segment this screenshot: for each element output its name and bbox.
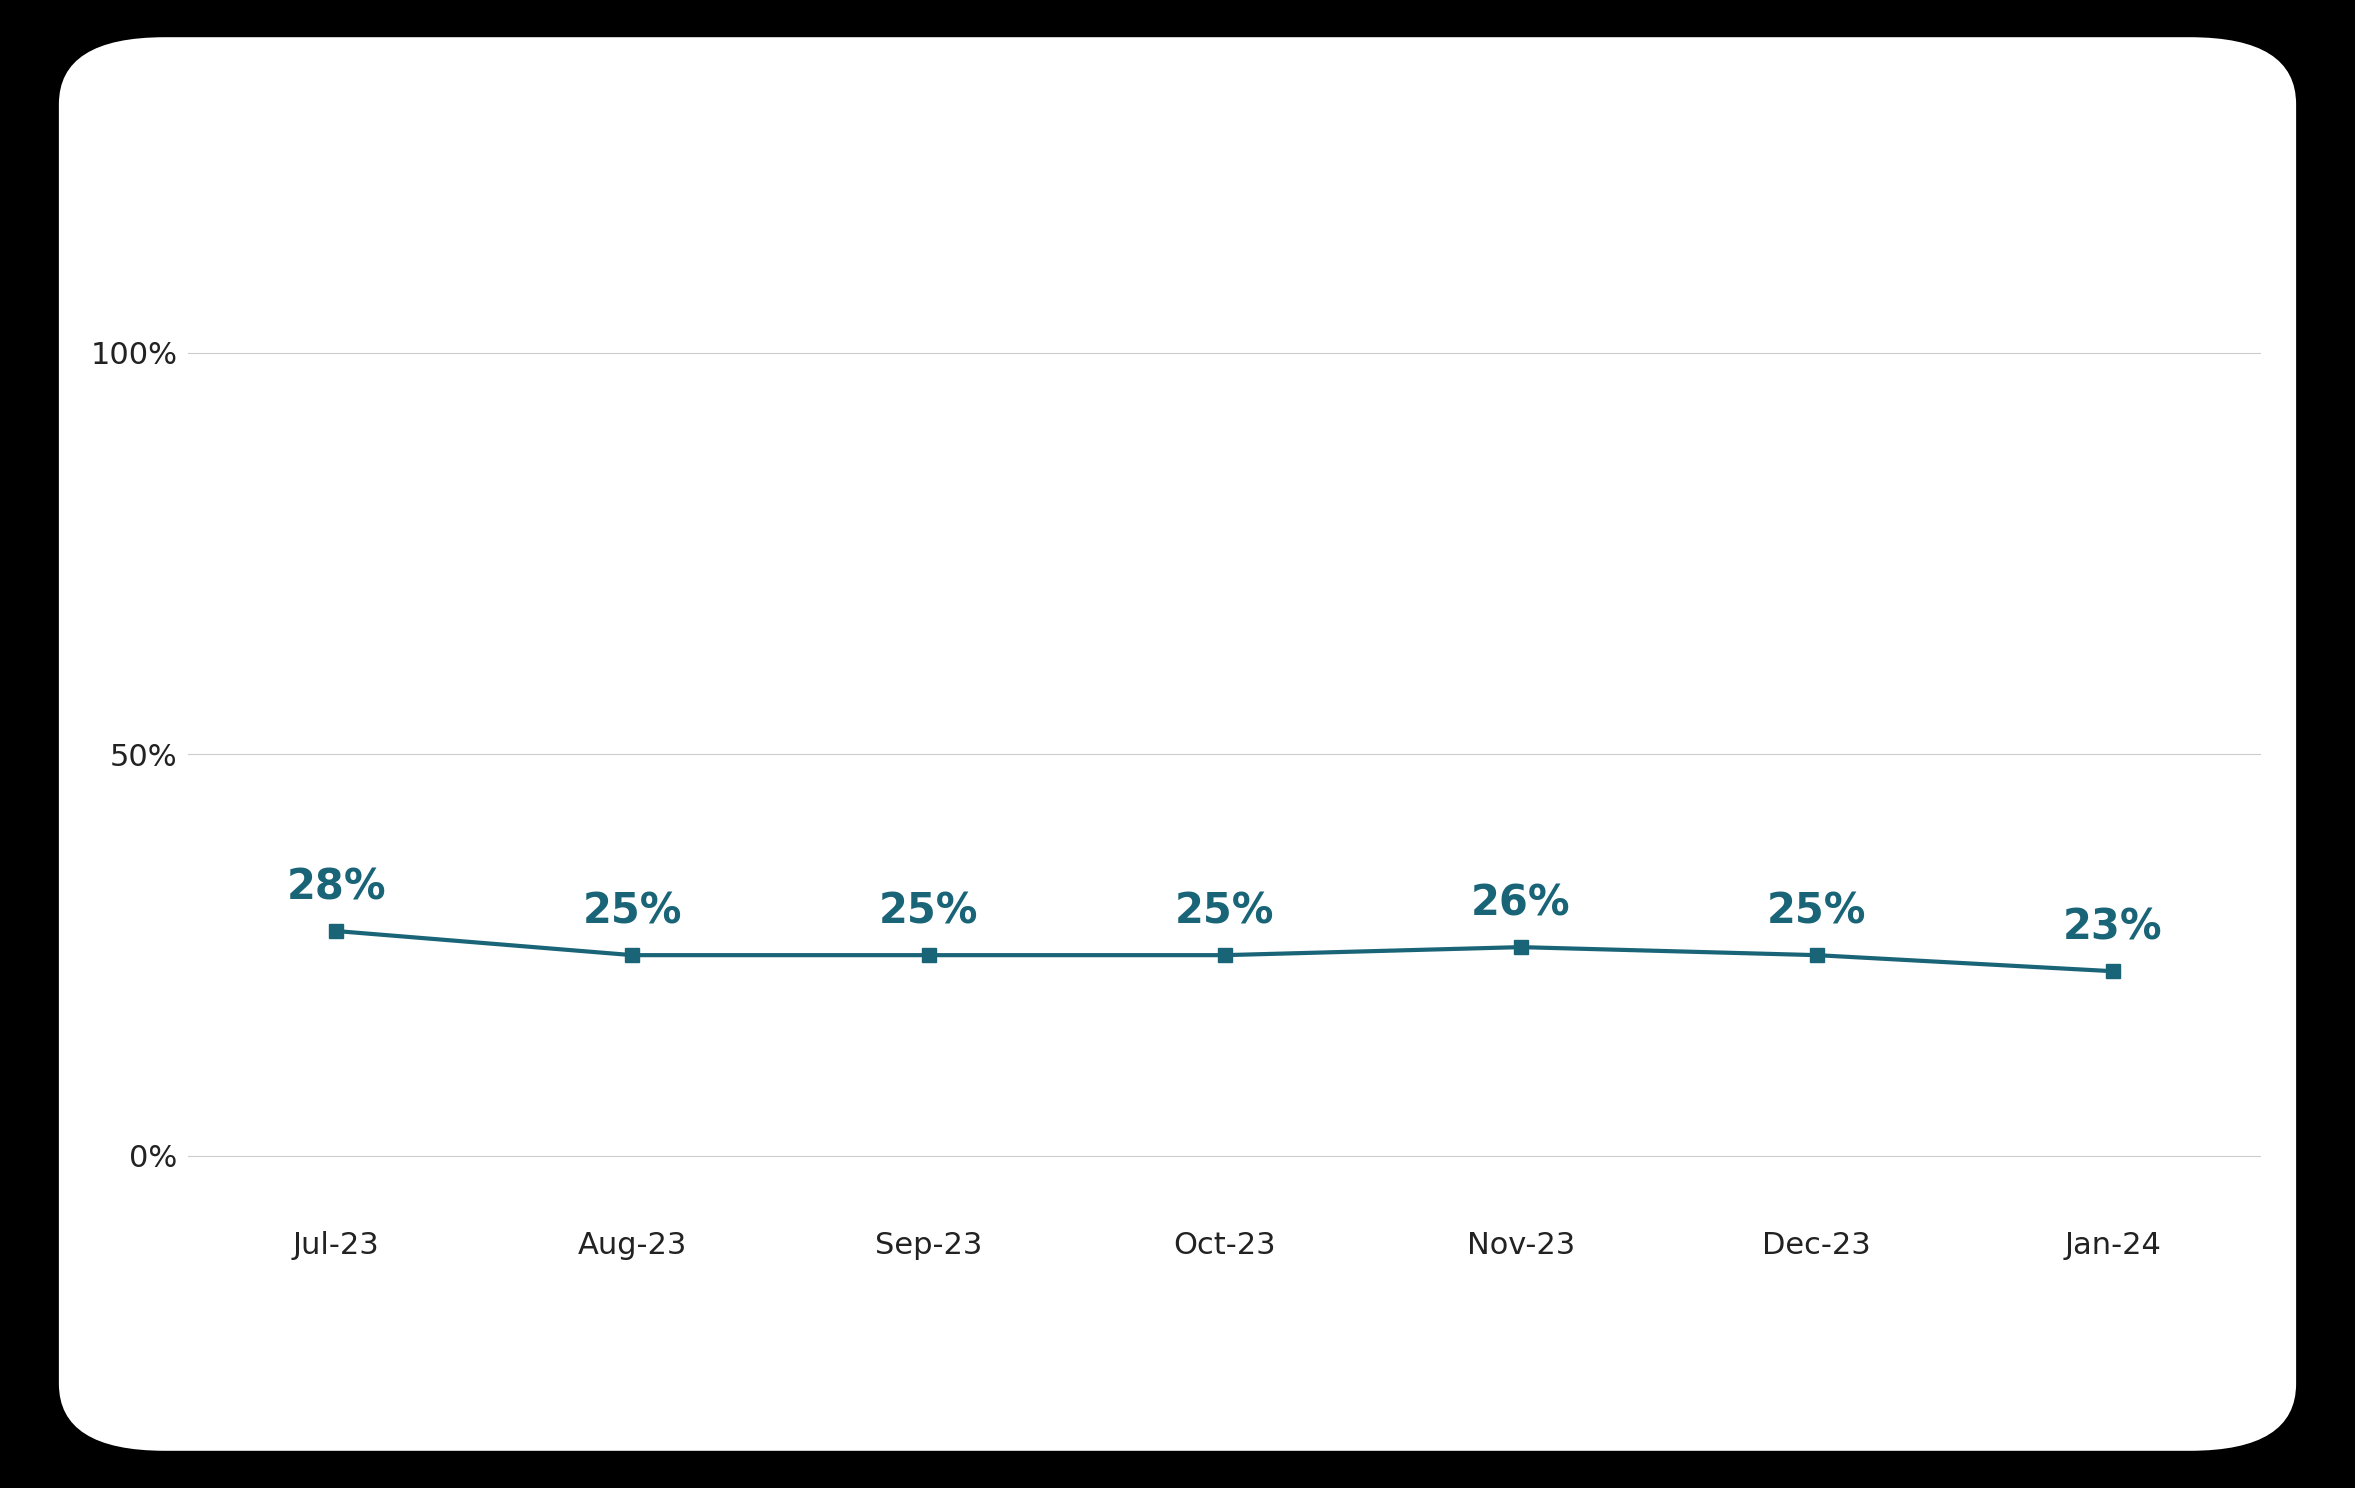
Text: 25%: 25% <box>1175 891 1274 933</box>
Text: 26%: 26% <box>1472 882 1571 926</box>
Text: 28%: 28% <box>287 868 386 909</box>
Text: 25%: 25% <box>582 891 683 933</box>
Text: 25%: 25% <box>1766 891 1868 933</box>
Text: 25%: 25% <box>878 891 977 933</box>
Text: 23%: 23% <box>2063 908 2162 949</box>
